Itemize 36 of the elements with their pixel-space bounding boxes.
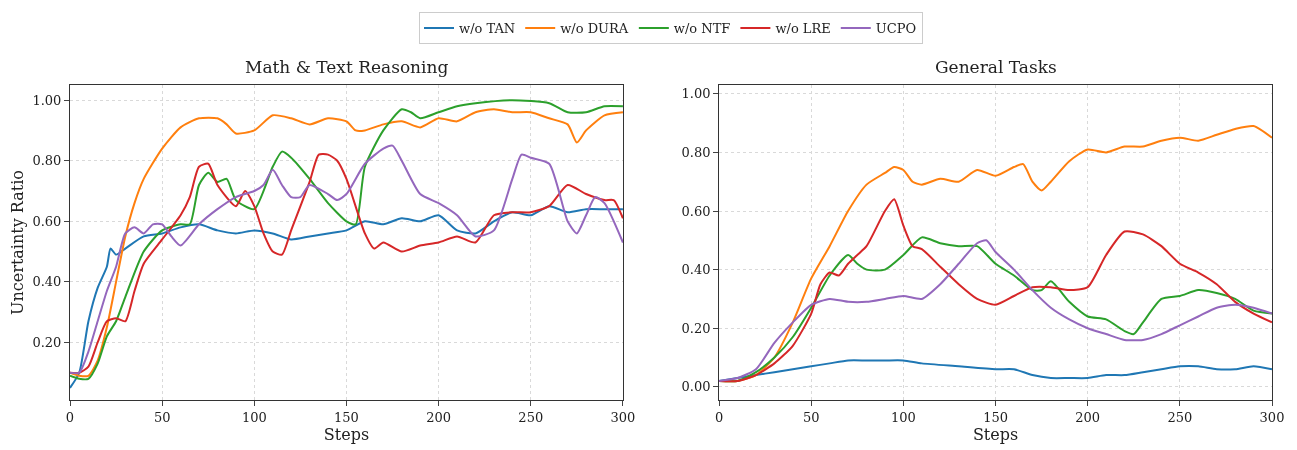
legend-label: w/o TAN (459, 21, 516, 37)
x-tick-label: 150 (334, 409, 359, 425)
x-tick-label: 0 (714, 409, 724, 425)
y-axis-title: Uncertainty Ratio (8, 170, 28, 315)
y-tick-label: 1.00 (681, 86, 711, 102)
x-tick-label: 300 (1259, 409, 1285, 425)
line-series (70, 205, 623, 389)
x-tick-label: 300 (610, 409, 636, 425)
y-tick-label: 1.00 (32, 92, 62, 108)
legend-label: w/o LRE (775, 21, 831, 37)
x-tick-label: 200 (1075, 409, 1101, 425)
chart-title: General Tasks (935, 57, 1057, 77)
x-tick-label: 100 (241, 409, 267, 425)
y-tick-label: 0.40 (681, 262, 711, 278)
x-tick-label: 50 (153, 409, 171, 425)
y-tick-label: 0.40 (32, 274, 62, 290)
x-tick-label: 100 (890, 409, 916, 425)
x-axis-title: Steps (972, 424, 1019, 444)
legend-label: UCPO (875, 21, 917, 37)
y-tick-label: 0.00 (681, 379, 711, 395)
legend-label: w/o DURA (560, 21, 629, 37)
y-tick-label: 0.80 (32, 153, 62, 169)
y-tick-label: 0.20 (32, 335, 62, 350)
y-tick-label: 0.20 (681, 320, 711, 336)
chart-title: Math & Text Reasoning (245, 57, 449, 77)
y-tick-label: 0.80 (681, 144, 711, 160)
x-tick-label: 250 (1167, 409, 1193, 425)
y-tick-label: 0.60 (32, 213, 62, 229)
x-axis-title: Steps (323, 424, 370, 444)
x-tick-label: 200 (426, 409, 452, 425)
x-tick-label: 50 (802, 409, 820, 425)
x-tick-label: 250 (518, 409, 544, 425)
y-tick-label: 0.60 (681, 203, 711, 219)
x-tick-label: 0 (65, 409, 75, 425)
legend-label: w/o NTF (673, 21, 731, 37)
x-tick-label: 150 (983, 409, 1008, 425)
